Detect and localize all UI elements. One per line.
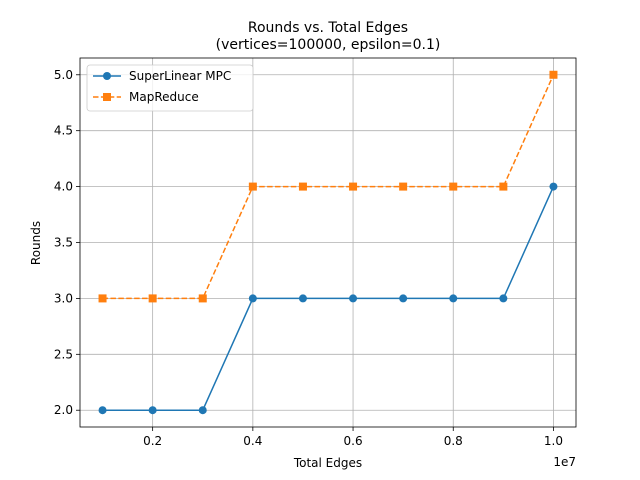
y-tick-label: 3.5 [54,236,73,250]
data-point-mapreduce [499,182,508,191]
data-point-mapreduce [248,182,257,191]
data-point-superlinear-mpc [399,294,408,303]
data-point-superlinear-mpc [98,406,107,415]
legend-marker-superlinear-mpc [103,72,111,80]
x-tick-label: 0.6 [344,434,363,448]
data-point-mapreduce [98,294,107,303]
x-tick-label: 0.2 [143,434,162,448]
legend-box [86,64,254,112]
legend-label-superlinear-mpc: SuperLinear MPC [129,69,231,83]
y-tick-label: 4.0 [54,180,73,194]
data-point-mapreduce [549,70,558,79]
data-point-superlinear-mpc [449,294,458,303]
data-point-mapreduce [349,182,358,191]
axis-ticks: 0.2 0.4 0.6 0.8 1.0 2.0 2.5 3.0 3.5 4.0 4.5 5.0 [54,68,563,448]
chart-title: Rounds vs. Total Edges [248,20,408,36]
chart-subtitle: (vertices=100000, epsilon=0.1) [216,37,441,53]
data-point-mapreduce [148,294,157,303]
x-axis-offset-label: 1e7 [553,455,576,469]
data-point-mapreduce [198,294,207,303]
legend-marker-mapreduce [103,93,111,101]
legend-label-mapreduce: MapReduce [129,90,199,104]
data-point-superlinear-mpc [248,294,257,303]
series-line-mapreduce [102,74,555,300]
data-point-mapreduce [449,182,458,191]
data-point-superlinear-mpc [499,294,508,303]
y-tick-label: 4.5 [54,124,73,138]
y-tick-label: 3.0 [54,291,73,305]
data-point-superlinear-mpc [148,406,157,415]
y-tick-label: 5.0 [54,68,73,82]
data-point-mapreduce [298,182,307,191]
data-point-superlinear-mpc [549,182,558,191]
legend: SuperLinear MPC MapReduce [86,64,254,112]
y-tick-label: 2.5 [54,347,73,361]
x-tick-label: 0.4 [243,434,262,448]
data-point-mapreduce [399,182,408,191]
y-axis-label: Rounds [29,221,43,265]
x-tick-label: 1.0 [544,434,563,448]
data-point-superlinear-mpc [298,294,307,303]
series-layer [98,70,558,415]
data-point-superlinear-mpc [349,294,358,303]
x-axis-label: Total Edges [293,456,362,470]
y-tick-label: 2.0 [54,403,73,417]
data-point-superlinear-mpc [198,406,207,415]
x-tick-label: 0.8 [444,434,463,448]
series-line-superlinear-mpc [102,186,555,411]
